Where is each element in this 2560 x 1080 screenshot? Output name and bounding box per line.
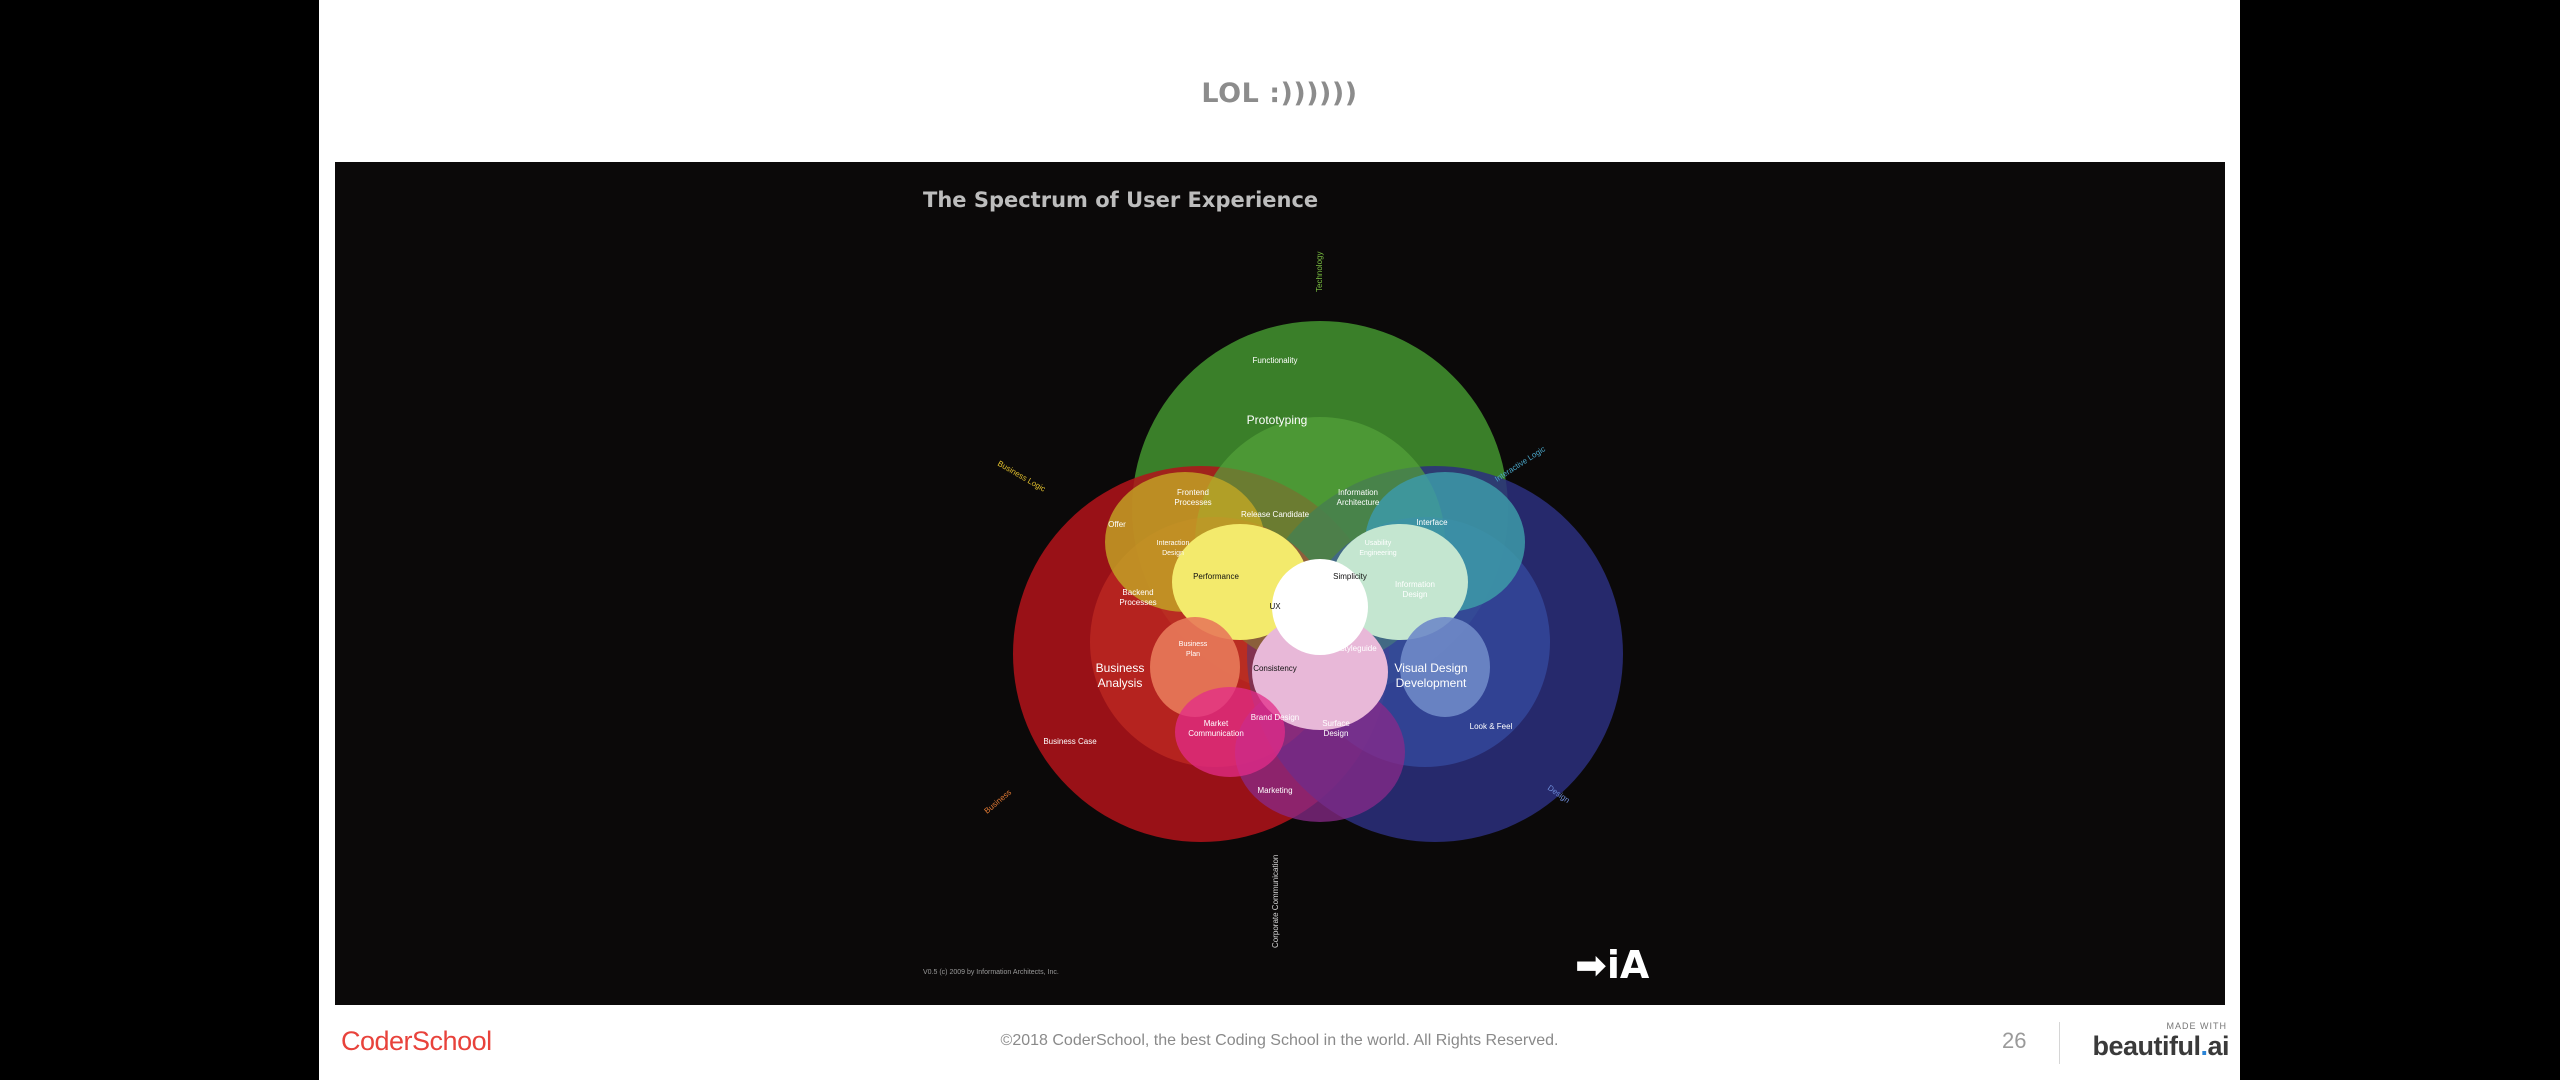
label-business-plan-1: Business [1179,641,1208,648]
brand-end: ai [2207,1031,2229,1061]
ux-spectrum-figure: The Spectrum of User Experience Technolo… [335,162,2225,1005]
label-surface-design-1: Surface [1322,719,1350,728]
label-business-case: Business Case [1043,737,1097,746]
label-usability-engineering-2: Engineering [1359,550,1396,557]
label-frontend-processes-2: Processes [1174,498,1211,507]
label-information-design-2: Design [1403,590,1428,599]
axis-label-technology: Technology [1315,252,1324,292]
label-market-communication-2: Communication [1188,729,1244,738]
label-performance: Performance [1193,572,1239,581]
label-prototyping: Prototyping [1247,413,1308,427]
styleguide-petal [1400,617,1490,717]
label-interaction-design-2: Design [1162,550,1184,557]
brand-main: beautiful [2092,1031,2201,1061]
label-interaction-design-1: Interaction [1157,540,1190,547]
label-simplicity: Simplicity [1333,572,1367,581]
made-with-label: MADE WITH [2166,1021,2227,1031]
label-backend-processes-1: Backend [1122,588,1153,597]
label-functionality: Functionality [1253,356,1298,365]
slide: LOL :)))))) [319,0,2240,1080]
label-release-candidate: Release Candidate [1241,510,1310,519]
label-visual-design-2: Development [1396,676,1467,690]
market-communication-petal [1175,687,1285,777]
label-business-analysis-1: Business [1096,661,1145,675]
ia-logo: ➡iA [1575,943,1650,987]
label-consistency: Consistency [1253,664,1297,673]
label-information-architecture-1: Information [1338,488,1378,497]
figure-title: The Spectrum of User Experience [923,188,1318,212]
label-frontend-processes-1: Frontend [1177,488,1209,497]
label-styleguide: Styleguide [1339,644,1377,653]
label-offer: Offer [1108,520,1126,529]
label-business-analysis-2: Analysis [1098,676,1143,690]
figure-credit: V0.5 (c) 2009 by Information Architects,… [923,969,1059,976]
label-backend-processes-2: Processes [1119,598,1156,607]
footer-copyright: ©2018 CoderSchool, the best Coding Schoo… [1000,1032,1559,1049]
label-look-and-feel: Look & Feel [1470,722,1513,731]
brand-dot: . [2200,1031,2208,1061]
label-information-architecture-2: Architecture [1337,498,1380,507]
label-ux: UX [1269,602,1281,611]
beautiful-ai-logo[interactable]: beautiful.ai [2065,1031,2229,1062]
ux-venn-diagram: The Spectrum of User Experience Technolo… [923,188,1650,987]
axis-label-business-logic: Business Logic [996,459,1047,494]
label-information-design-1: Information [1395,580,1435,589]
coderschool-logo[interactable]: CoderSchool [341,1026,492,1056]
label-visual-design-1: Visual Design [1394,661,1467,675]
footer-divider [2059,1022,2060,1064]
label-marketing: Marketing [1257,786,1292,795]
label-interface: Interface [1416,518,1448,527]
ux-center [1272,559,1368,655]
label-business-plan-2: Plan [1186,651,1200,658]
axis-label-business: Business [983,788,1014,816]
axis-label-corporate-communication: Corporate Communication [1271,855,1280,948]
label-surface-design-2: Design [1324,729,1349,738]
label-usability-engineering-1: Usability [1365,540,1392,547]
label-brand-design: Brand Design [1251,713,1299,722]
slide-title: LOL :)))))) [1201,78,1358,109]
label-market-communication-1: Market [1204,719,1229,728]
consistency-petal [1252,614,1388,730]
page-number: 26 [2002,1028,2027,1053]
